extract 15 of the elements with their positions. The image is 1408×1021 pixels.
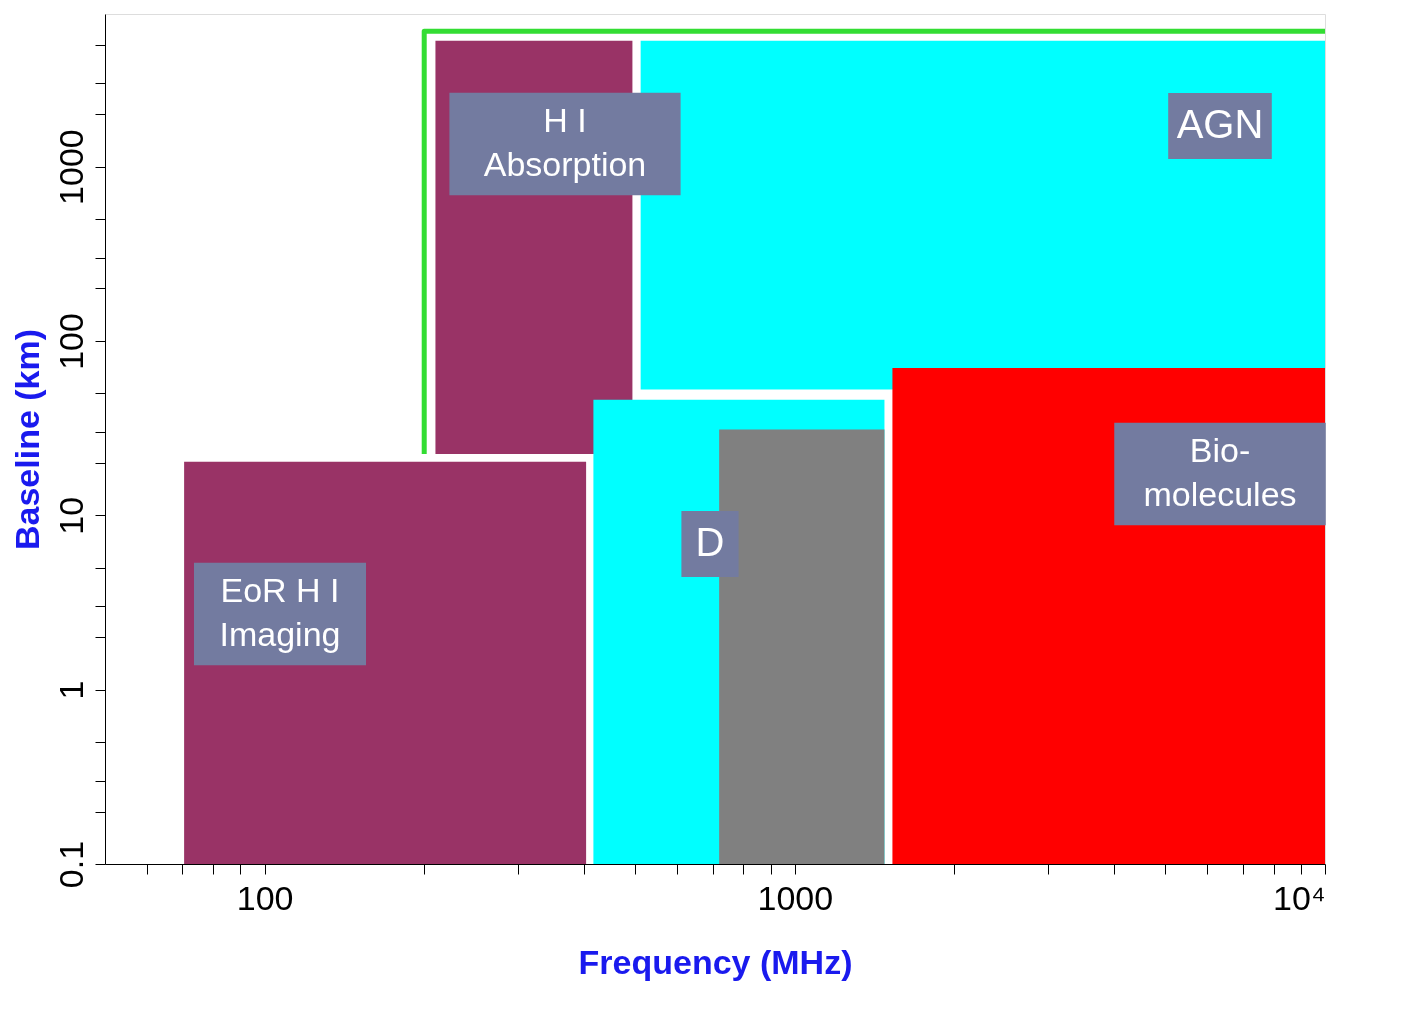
x-axis-title: Frequency (MHz)	[578, 942, 853, 981]
x-tick-label: 1000	[757, 878, 834, 917]
annotation: H I Absorption	[483, 100, 647, 184]
annotation: D	[695, 520, 725, 564]
x-tick-label: 100	[236, 878, 294, 917]
y-tick-label: 10	[51, 496, 90, 535]
y-tick-label: 100	[51, 313, 90, 370]
y-tick-label: 1000	[51, 129, 90, 205]
annotation: AGN	[1176, 102, 1264, 146]
y-tick-label: 1	[51, 680, 90, 700]
y-tick-label: 0.1	[51, 840, 90, 889]
annotation: Bio- molecules	[1143, 430, 1297, 514]
y-axis-title: Baseline (km)	[7, 328, 46, 551]
x-tick-label: 10⁴	[1273, 878, 1326, 917]
annotation: EoR H I Imaging	[219, 570, 341, 654]
